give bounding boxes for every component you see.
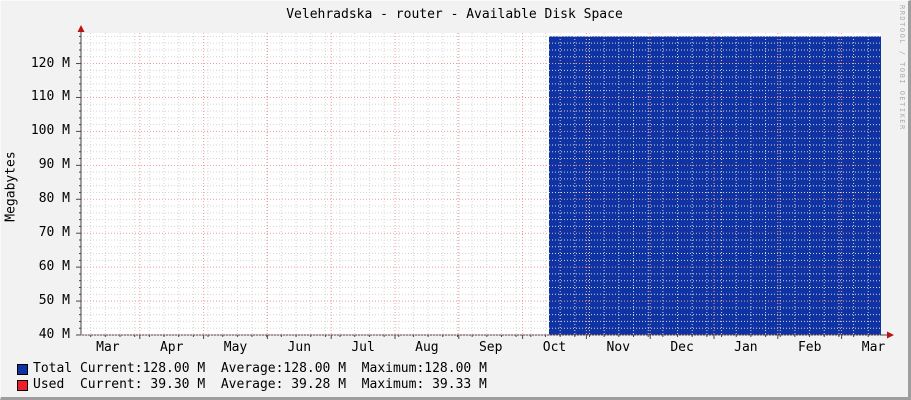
x-tick-label: Jun xyxy=(287,340,312,355)
legend-average-value: 128.00 M xyxy=(283,361,347,376)
legend-maximum-value: 39.33 M xyxy=(432,377,487,392)
x-tick-label: Mar xyxy=(861,340,886,355)
legend-maximum-label: Maximum: xyxy=(361,377,425,392)
x-tick-label: Feb xyxy=(797,340,822,355)
legend-average-label: Average: xyxy=(220,377,284,392)
y-tick-label: 70 M xyxy=(38,225,70,241)
legend-average-label: Average: xyxy=(220,361,284,376)
x-tick-label: May xyxy=(223,340,248,355)
legend-average-value: 39.28 M xyxy=(291,377,347,392)
y-tick-label: 110 M xyxy=(30,89,70,105)
y-tick-label: 50 M xyxy=(38,293,70,309)
y-axis-arrow xyxy=(77,25,85,32)
x-tick-label: Jul xyxy=(351,340,375,355)
legend-current-label: Current: xyxy=(79,377,143,392)
legend-current-label: Current: xyxy=(79,361,143,376)
legend: Total Current: 128.00 M Average: 128.00 … xyxy=(17,361,503,393)
x-tick-label: Jan xyxy=(734,340,758,355)
x-tick-label: Aug xyxy=(415,340,439,355)
legend-current-value: 39.30 M xyxy=(150,377,206,392)
graph-title: Velehradska - router - Available Disk Sp… xyxy=(286,7,623,22)
x-tick-label: Dec xyxy=(670,340,694,355)
legend-row-total: Total Current: 128.00 M Average: 128.00 … xyxy=(17,361,503,377)
y-tick-label: 80 M xyxy=(38,191,70,207)
y-tick-label: 120 M xyxy=(30,55,70,71)
y-tick-label: 60 M xyxy=(38,259,70,275)
x-tick-label: Nov xyxy=(606,340,631,355)
x-tick-label: Oct xyxy=(542,340,567,355)
total-color-swatch xyxy=(17,363,28,375)
x-tick-label: Mar xyxy=(96,340,120,355)
legend-current-value: 128.00 M xyxy=(142,361,206,376)
legend-row-used: Used Current: 39.30 M Average: 39.28 M M… xyxy=(17,377,503,393)
legend-maximum-label: Maximum: xyxy=(361,361,425,376)
y-tick-label: 40 M xyxy=(38,327,70,342)
x-tick-label: Apr xyxy=(159,340,184,355)
rrdtool-watermark: RRDTOOL / TOBI OETIKER xyxy=(898,5,906,131)
legend-series-name: Total xyxy=(33,361,73,376)
x-tick-label: Sep xyxy=(478,340,503,355)
y-tick-label: 100 M xyxy=(30,123,70,139)
used-color-swatch xyxy=(17,379,28,391)
y-tick-label: 90 M xyxy=(38,157,70,173)
legend-maximum-value: 128.00 M xyxy=(424,361,487,376)
legend-series-name: Used xyxy=(33,377,65,392)
x-axis-arrow xyxy=(887,331,894,339)
